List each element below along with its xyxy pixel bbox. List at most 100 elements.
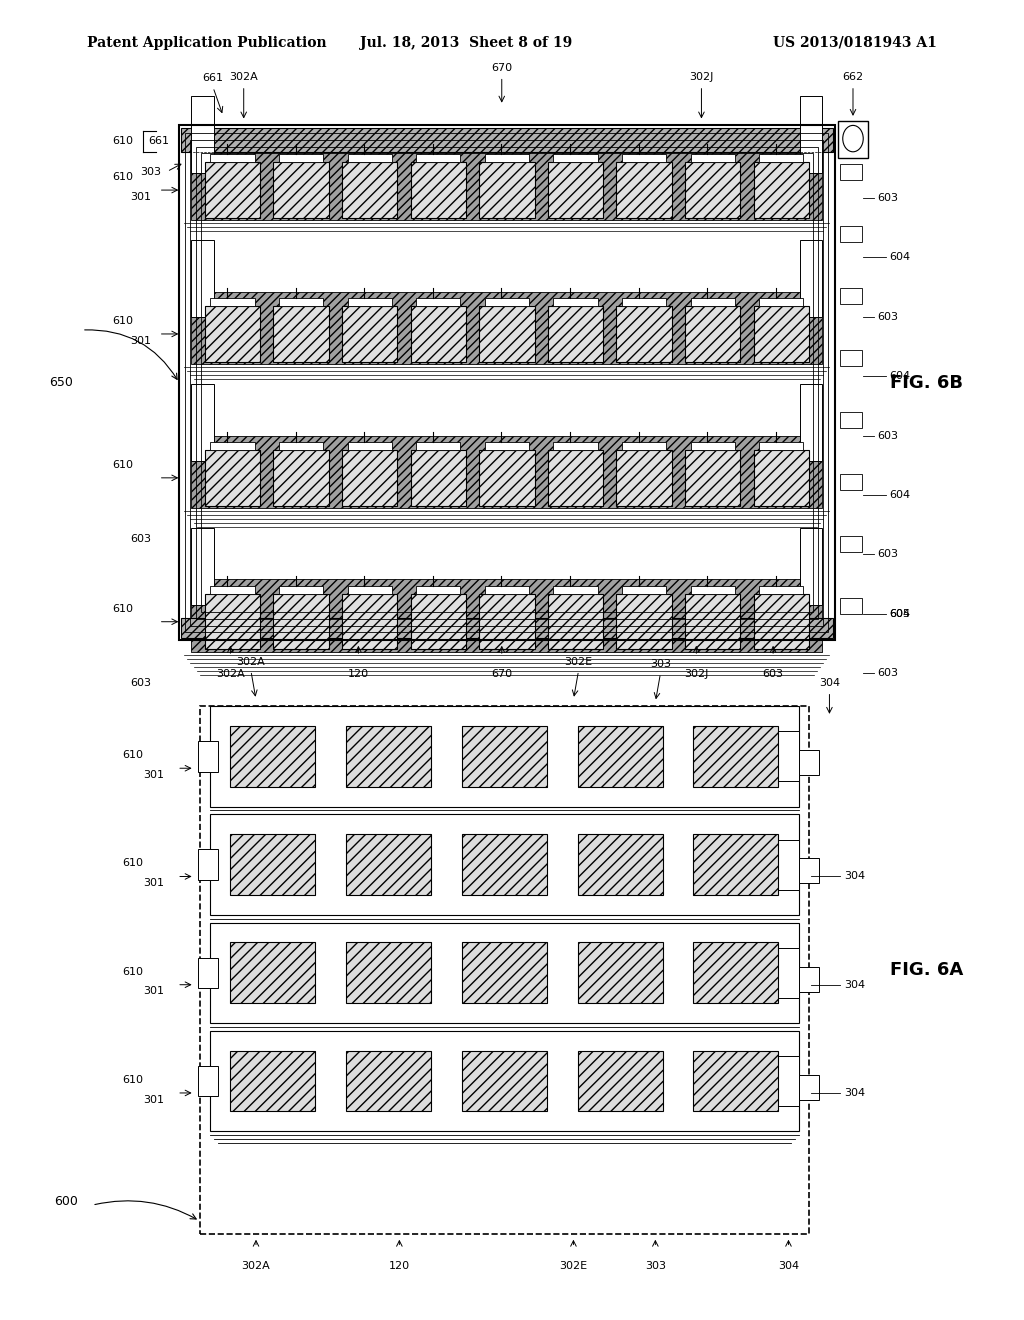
Bar xyxy=(622,586,667,594)
Bar xyxy=(230,726,315,787)
Text: 610: 610 xyxy=(123,858,143,869)
Bar xyxy=(346,942,431,1003)
Bar xyxy=(201,153,813,612)
Bar xyxy=(690,154,735,162)
Bar xyxy=(553,442,598,450)
Bar xyxy=(800,96,822,173)
Text: 302A: 302A xyxy=(229,71,258,82)
Bar xyxy=(548,594,603,649)
Bar xyxy=(179,125,835,640)
Text: 604: 604 xyxy=(890,371,910,381)
Bar xyxy=(685,162,740,218)
Bar xyxy=(210,298,255,306)
Bar xyxy=(840,536,862,552)
Bar xyxy=(347,154,392,162)
Bar xyxy=(411,450,466,506)
Bar xyxy=(416,154,461,162)
Text: 301: 301 xyxy=(130,335,151,346)
Bar xyxy=(693,1051,778,1111)
Bar xyxy=(759,154,804,162)
Bar xyxy=(800,384,822,461)
Bar xyxy=(181,128,833,152)
Text: 603: 603 xyxy=(763,669,783,680)
Bar xyxy=(754,162,809,218)
Text: 610: 610 xyxy=(123,1074,143,1085)
Text: 302A: 302A xyxy=(237,656,265,667)
Bar xyxy=(759,442,804,450)
Text: 604: 604 xyxy=(890,252,910,263)
Bar xyxy=(185,133,828,632)
Bar xyxy=(342,162,397,218)
Bar xyxy=(840,288,862,304)
Text: 605: 605 xyxy=(890,609,910,619)
Text: Jul. 18, 2013  Sheet 8 of 19: Jul. 18, 2013 Sheet 8 of 19 xyxy=(359,36,572,50)
Bar xyxy=(205,306,260,362)
Bar xyxy=(479,306,535,362)
Text: 303: 303 xyxy=(140,166,161,177)
Text: 600: 600 xyxy=(54,1195,79,1208)
Bar xyxy=(191,528,214,605)
Bar xyxy=(462,942,547,1003)
Bar xyxy=(273,450,329,506)
Text: 302E: 302E xyxy=(559,1261,588,1271)
Bar xyxy=(342,594,397,649)
Bar xyxy=(416,442,461,450)
Text: 610: 610 xyxy=(123,966,143,977)
Bar xyxy=(690,442,735,450)
Bar xyxy=(411,162,466,218)
Bar xyxy=(840,164,862,180)
Bar xyxy=(191,148,822,220)
Bar xyxy=(753,840,799,890)
Text: 302A: 302A xyxy=(216,669,245,680)
Text: 302J: 302J xyxy=(684,669,709,680)
Bar xyxy=(210,814,799,915)
Bar xyxy=(273,594,329,649)
Bar xyxy=(799,750,819,775)
Text: 304: 304 xyxy=(845,1088,865,1098)
Bar xyxy=(198,1067,218,1096)
Bar xyxy=(690,586,735,594)
Bar xyxy=(411,594,466,649)
Text: 610: 610 xyxy=(112,136,133,147)
Bar xyxy=(346,726,431,787)
Bar xyxy=(210,923,799,1023)
Bar xyxy=(578,942,663,1003)
Text: FIG. 6A: FIG. 6A xyxy=(890,961,964,979)
Bar xyxy=(553,154,598,162)
Bar xyxy=(205,162,260,218)
Bar xyxy=(616,162,672,218)
Bar xyxy=(685,594,740,649)
Text: 604: 604 xyxy=(890,609,910,619)
Bar xyxy=(346,1051,431,1111)
Bar xyxy=(484,298,529,306)
Text: 301: 301 xyxy=(130,191,151,202)
Bar xyxy=(230,1051,315,1111)
Bar xyxy=(179,125,835,640)
Text: 603: 603 xyxy=(878,193,898,203)
Bar xyxy=(198,958,218,987)
Text: 303: 303 xyxy=(650,659,671,669)
Bar xyxy=(616,450,672,506)
Bar xyxy=(416,586,461,594)
Bar xyxy=(578,834,663,895)
Bar xyxy=(273,162,329,218)
Bar xyxy=(578,726,663,787)
Text: 304: 304 xyxy=(819,677,840,688)
Bar xyxy=(622,154,667,162)
Text: 670: 670 xyxy=(492,62,512,73)
Text: 603: 603 xyxy=(878,668,898,678)
Bar xyxy=(799,1074,819,1100)
Bar xyxy=(210,442,255,450)
Text: 610: 610 xyxy=(113,459,133,470)
Bar xyxy=(198,850,218,880)
Bar xyxy=(210,586,255,594)
Bar xyxy=(548,306,603,362)
Bar xyxy=(346,834,431,895)
Bar xyxy=(753,731,799,781)
Text: 603: 603 xyxy=(878,312,898,322)
Bar xyxy=(462,1051,547,1111)
Bar xyxy=(616,594,672,649)
Bar xyxy=(191,292,822,364)
Bar xyxy=(800,528,822,605)
Bar xyxy=(553,586,598,594)
